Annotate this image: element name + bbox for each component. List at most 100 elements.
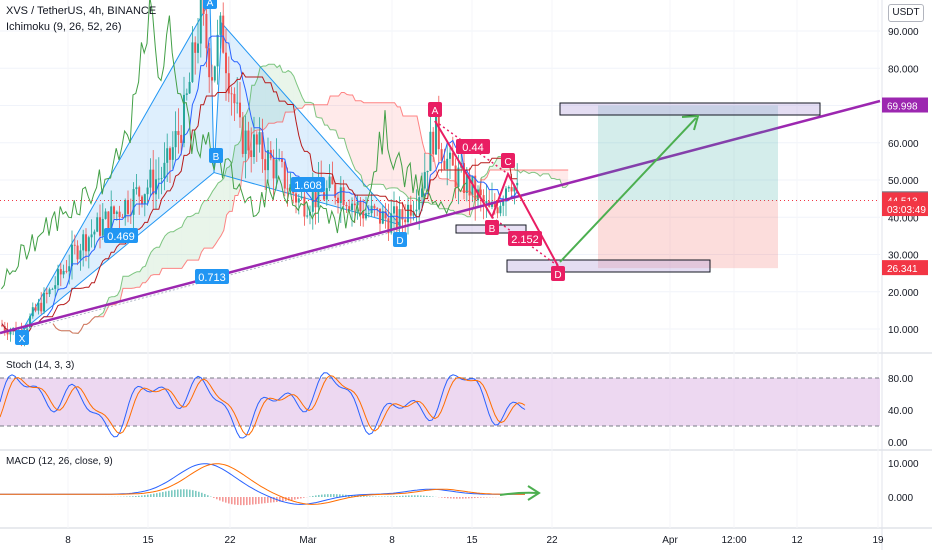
macd-hist-bar [447,497,449,498]
candle-body [287,189,289,190]
cloud-segment [204,201,207,249]
macd-hist-bar [291,497,293,500]
macd-hist-bar [168,491,170,497]
cloud-segment [333,96,336,130]
macd-hist-bar [183,489,185,497]
point-a-label: A [203,0,217,9]
cloud-segment [168,232,171,269]
small-b-label-text: B [489,224,496,235]
cloud-segment [207,196,210,248]
candle-body [511,187,513,191]
candle-body [158,179,160,180]
candle-body [379,209,381,224]
candle-body [144,194,146,203]
candle-body [298,198,300,202]
macd-hist-bar [141,495,143,497]
candle-body [312,192,314,212]
candle-body [147,188,149,195]
macd-hist-bar [300,497,302,498]
candle-body [449,153,451,159]
candle-body [57,269,59,285]
candle-body [200,0,202,44]
indicator-title[interactable]: Ichimoku (9, 26, 52, 26) [6,21,122,33]
candle-body [208,48,210,77]
macd-hist-bar [195,491,197,497]
candle-body [149,170,151,188]
candle-body [214,66,216,80]
candle-body [177,131,179,135]
cloud-segment [187,217,190,261]
macd-hist-bar [462,497,464,499]
ratio-label-text: 1.608 [294,180,322,192]
candle-body [54,285,56,289]
point-d-label: D [393,232,407,247]
candle-body [334,184,336,197]
cloud-segment [364,103,367,187]
cloud-segment [137,272,140,287]
macd-hist-bar [174,490,176,497]
candle-body [105,211,107,218]
candle-body [93,232,95,235]
cloud-segment [131,273,134,288]
candle-body [259,132,261,144]
candle-body [273,158,275,178]
cloud-segment [389,103,392,188]
candle-body [418,197,420,210]
currency-button[interactable]: USDT [888,4,924,22]
candle-body [281,159,283,162]
macd-hist-bar [186,489,188,497]
macd-hist-bar [315,495,317,497]
candle-body [65,271,67,272]
candle-body [485,201,487,203]
cloud-segment [325,105,328,125]
stoch-panel: Stoch (14, 3, 3) [0,360,880,438]
candle-body [323,192,325,199]
candle-body [138,187,140,196]
cloud-segment [123,276,126,288]
candle-body [499,206,501,213]
macd-hist-bar [396,496,398,497]
candle-body [219,16,221,35]
small-ratio-label: 2.152 [508,231,542,246]
price-tick-label: 90.000 [888,27,919,38]
candle-body [152,170,154,195]
macd-hist-bar [423,496,425,497]
small-b-label: B [485,220,499,235]
macd-hist-bar [393,496,395,497]
cloud-segment [557,170,560,180]
macd-hist-bar [477,497,479,498]
macd-hist-bar [420,495,422,497]
macd-hist-bar [189,490,191,497]
macd-hist-bar [330,494,332,497]
candle-body [99,217,101,235]
cloud-segment [316,105,319,118]
macd-hist-bar [261,497,263,504]
candle-body [96,217,98,231]
cloud-segment [176,228,179,268]
candle-body [172,147,174,160]
price-tick-label: 10.000 [888,325,919,336]
candle-body [306,215,308,216]
time-tick-label: 19 [872,535,884,546]
macd-hist-bar [201,493,203,497]
candle-body [275,159,277,178]
cloud-segment [397,107,400,191]
cloud-segment [190,215,193,260]
macd-hist-bar [207,495,209,497]
macd-hist-bar [366,496,368,497]
candle-body [343,187,345,205]
candle-body [88,237,90,251]
macd-hist-bar [258,497,260,504]
candle-body [354,204,356,206]
ratio-label: 0.713 [195,269,229,284]
macd-hist-bar [132,496,134,497]
candle-body [443,161,445,169]
macd-hist-bar [177,490,179,497]
cloud-segment [546,170,549,174]
macd-hist-bar [150,494,152,497]
small-a-label-text: A [432,106,439,117]
macd-hist-bar [213,497,215,498]
price-tick-label: 50.000 [888,176,919,187]
